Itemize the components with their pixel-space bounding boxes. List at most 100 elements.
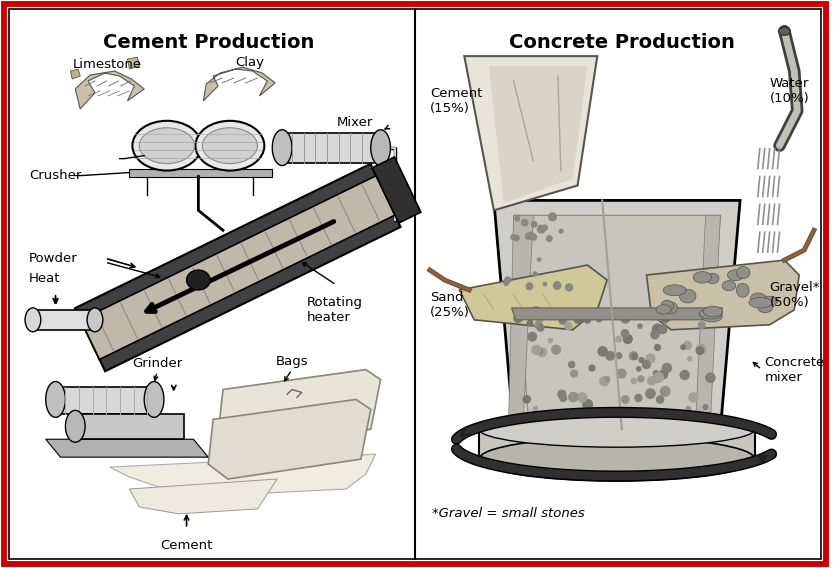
Circle shape bbox=[696, 344, 706, 354]
Ellipse shape bbox=[370, 130, 391, 166]
Text: Water
(10%): Water (10%) bbox=[769, 77, 810, 105]
Ellipse shape bbox=[196, 121, 265, 170]
Ellipse shape bbox=[663, 285, 686, 296]
Ellipse shape bbox=[737, 266, 750, 278]
Circle shape bbox=[616, 353, 622, 358]
Text: Sand
(25%): Sand (25%) bbox=[430, 291, 470, 319]
Circle shape bbox=[659, 325, 667, 333]
Ellipse shape bbox=[706, 273, 719, 283]
Polygon shape bbox=[33, 310, 95, 330]
Circle shape bbox=[686, 407, 690, 411]
Ellipse shape bbox=[751, 293, 766, 303]
Circle shape bbox=[522, 219, 528, 226]
Ellipse shape bbox=[144, 382, 164, 417]
Polygon shape bbox=[509, 215, 533, 419]
Circle shape bbox=[689, 393, 698, 402]
Circle shape bbox=[657, 308, 664, 316]
Circle shape bbox=[629, 352, 638, 360]
Circle shape bbox=[654, 373, 664, 382]
Circle shape bbox=[706, 373, 715, 382]
Circle shape bbox=[696, 347, 704, 354]
Circle shape bbox=[585, 318, 591, 323]
Circle shape bbox=[532, 222, 537, 227]
Circle shape bbox=[698, 321, 705, 328]
Polygon shape bbox=[129, 479, 277, 514]
Circle shape bbox=[654, 345, 660, 350]
Circle shape bbox=[583, 400, 592, 410]
Ellipse shape bbox=[139, 128, 194, 164]
Circle shape bbox=[537, 324, 543, 331]
Polygon shape bbox=[128, 57, 139, 69]
Ellipse shape bbox=[133, 121, 202, 170]
Circle shape bbox=[663, 364, 671, 373]
Circle shape bbox=[569, 361, 575, 367]
Ellipse shape bbox=[701, 311, 722, 322]
Circle shape bbox=[621, 314, 630, 323]
Circle shape bbox=[559, 318, 564, 324]
Polygon shape bbox=[696, 215, 721, 419]
Polygon shape bbox=[203, 67, 276, 101]
Circle shape bbox=[532, 307, 540, 315]
Circle shape bbox=[681, 345, 685, 349]
Circle shape bbox=[648, 377, 656, 385]
Text: Gravel*
(50%): Gravel* (50%) bbox=[769, 281, 820, 309]
Circle shape bbox=[632, 353, 638, 360]
Circle shape bbox=[635, 395, 642, 402]
Text: Rotating
heater: Rotating heater bbox=[307, 296, 363, 324]
Circle shape bbox=[643, 361, 650, 369]
Circle shape bbox=[538, 225, 545, 233]
Ellipse shape bbox=[758, 302, 773, 313]
Circle shape bbox=[631, 378, 637, 383]
Circle shape bbox=[660, 387, 670, 396]
Circle shape bbox=[688, 357, 691, 361]
Circle shape bbox=[538, 258, 541, 261]
Circle shape bbox=[504, 281, 508, 285]
Polygon shape bbox=[75, 164, 401, 371]
Circle shape bbox=[537, 315, 543, 322]
Circle shape bbox=[526, 283, 533, 290]
Circle shape bbox=[554, 282, 561, 289]
Circle shape bbox=[684, 341, 691, 349]
Circle shape bbox=[531, 234, 537, 240]
Polygon shape bbox=[479, 429, 755, 459]
Ellipse shape bbox=[779, 27, 790, 35]
Polygon shape bbox=[110, 454, 375, 494]
Polygon shape bbox=[647, 260, 799, 330]
Circle shape bbox=[559, 316, 567, 324]
Text: *Gravel = small stones: *Gravel = small stones bbox=[433, 507, 585, 520]
Polygon shape bbox=[45, 439, 208, 457]
Ellipse shape bbox=[737, 283, 749, 297]
Text: Concrete
mixer: Concrete mixer bbox=[764, 356, 825, 383]
Text: Bags: Bags bbox=[276, 354, 308, 367]
Circle shape bbox=[533, 407, 538, 411]
Circle shape bbox=[526, 233, 531, 239]
Ellipse shape bbox=[662, 302, 678, 314]
Ellipse shape bbox=[25, 308, 41, 332]
Circle shape bbox=[659, 370, 668, 379]
Circle shape bbox=[598, 347, 607, 356]
Text: Clay: Clay bbox=[235, 56, 264, 69]
Circle shape bbox=[703, 405, 707, 410]
Ellipse shape bbox=[186, 270, 210, 290]
Circle shape bbox=[654, 371, 659, 376]
Circle shape bbox=[511, 235, 516, 240]
Circle shape bbox=[547, 236, 552, 241]
Circle shape bbox=[505, 277, 511, 283]
Polygon shape bbox=[282, 133, 381, 162]
Circle shape bbox=[653, 324, 663, 334]
Circle shape bbox=[662, 324, 667, 328]
Ellipse shape bbox=[479, 411, 755, 447]
Circle shape bbox=[655, 378, 659, 382]
Circle shape bbox=[565, 284, 573, 291]
Circle shape bbox=[646, 354, 654, 363]
Circle shape bbox=[600, 377, 609, 386]
Polygon shape bbox=[372, 157, 421, 223]
Polygon shape bbox=[494, 201, 740, 429]
Circle shape bbox=[528, 332, 537, 341]
Circle shape bbox=[622, 396, 629, 403]
Circle shape bbox=[638, 376, 644, 382]
Text: Grinder: Grinder bbox=[132, 357, 182, 370]
Circle shape bbox=[543, 282, 547, 286]
Circle shape bbox=[639, 358, 643, 362]
Circle shape bbox=[596, 317, 601, 322]
